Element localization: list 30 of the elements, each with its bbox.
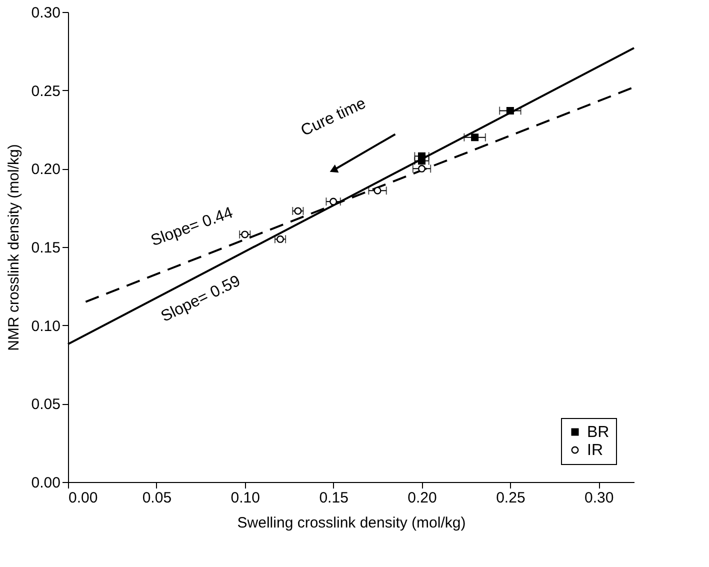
annotation: Slope= 0.44 [148, 204, 236, 250]
x-tick-label: 0.20 [408, 490, 437, 506]
y-tick-label: 0.05 [31, 396, 60, 414]
x-tick-label: 0.15 [319, 490, 348, 506]
point [330, 198, 338, 206]
y-tick-label: 0.15 [31, 240, 60, 256]
y-axis-title: NMR crosslink density (mol/kg) [5, 144, 22, 351]
point [241, 230, 249, 238]
y-tick-label: 0.25 [31, 82, 60, 100]
point [374, 186, 382, 194]
x-tick-label: 0.00 [68, 490, 98, 506]
x-tick-label: 0.05 [142, 490, 172, 506]
x-axis-title: Swelling crosslink density (mol/kg) [237, 514, 466, 532]
y-tick-label: 0.10 [31, 318, 60, 335]
point [418, 152, 426, 160]
legend-label: BR [587, 424, 610, 441]
y-tick-label: 0.20 [31, 161, 60, 178]
y-tick-label: 0.00 [31, 474, 60, 492]
x-tick-label: 0.25 [496, 490, 526, 506]
point [294, 207, 302, 215]
point [418, 164, 426, 172]
y-tick-label: 0.30 [31, 4, 60, 22]
x-tick-label: 0.10 [230, 490, 260, 506]
point [471, 134, 479, 142]
x-tick-label: 0.30 [584, 490, 614, 506]
annotation: Cure time [298, 95, 369, 140]
legend-label: IR [587, 442, 603, 459]
point [276, 235, 284, 243]
point [506, 106, 514, 114]
annotation: Slope= 0.59 [158, 272, 244, 326]
